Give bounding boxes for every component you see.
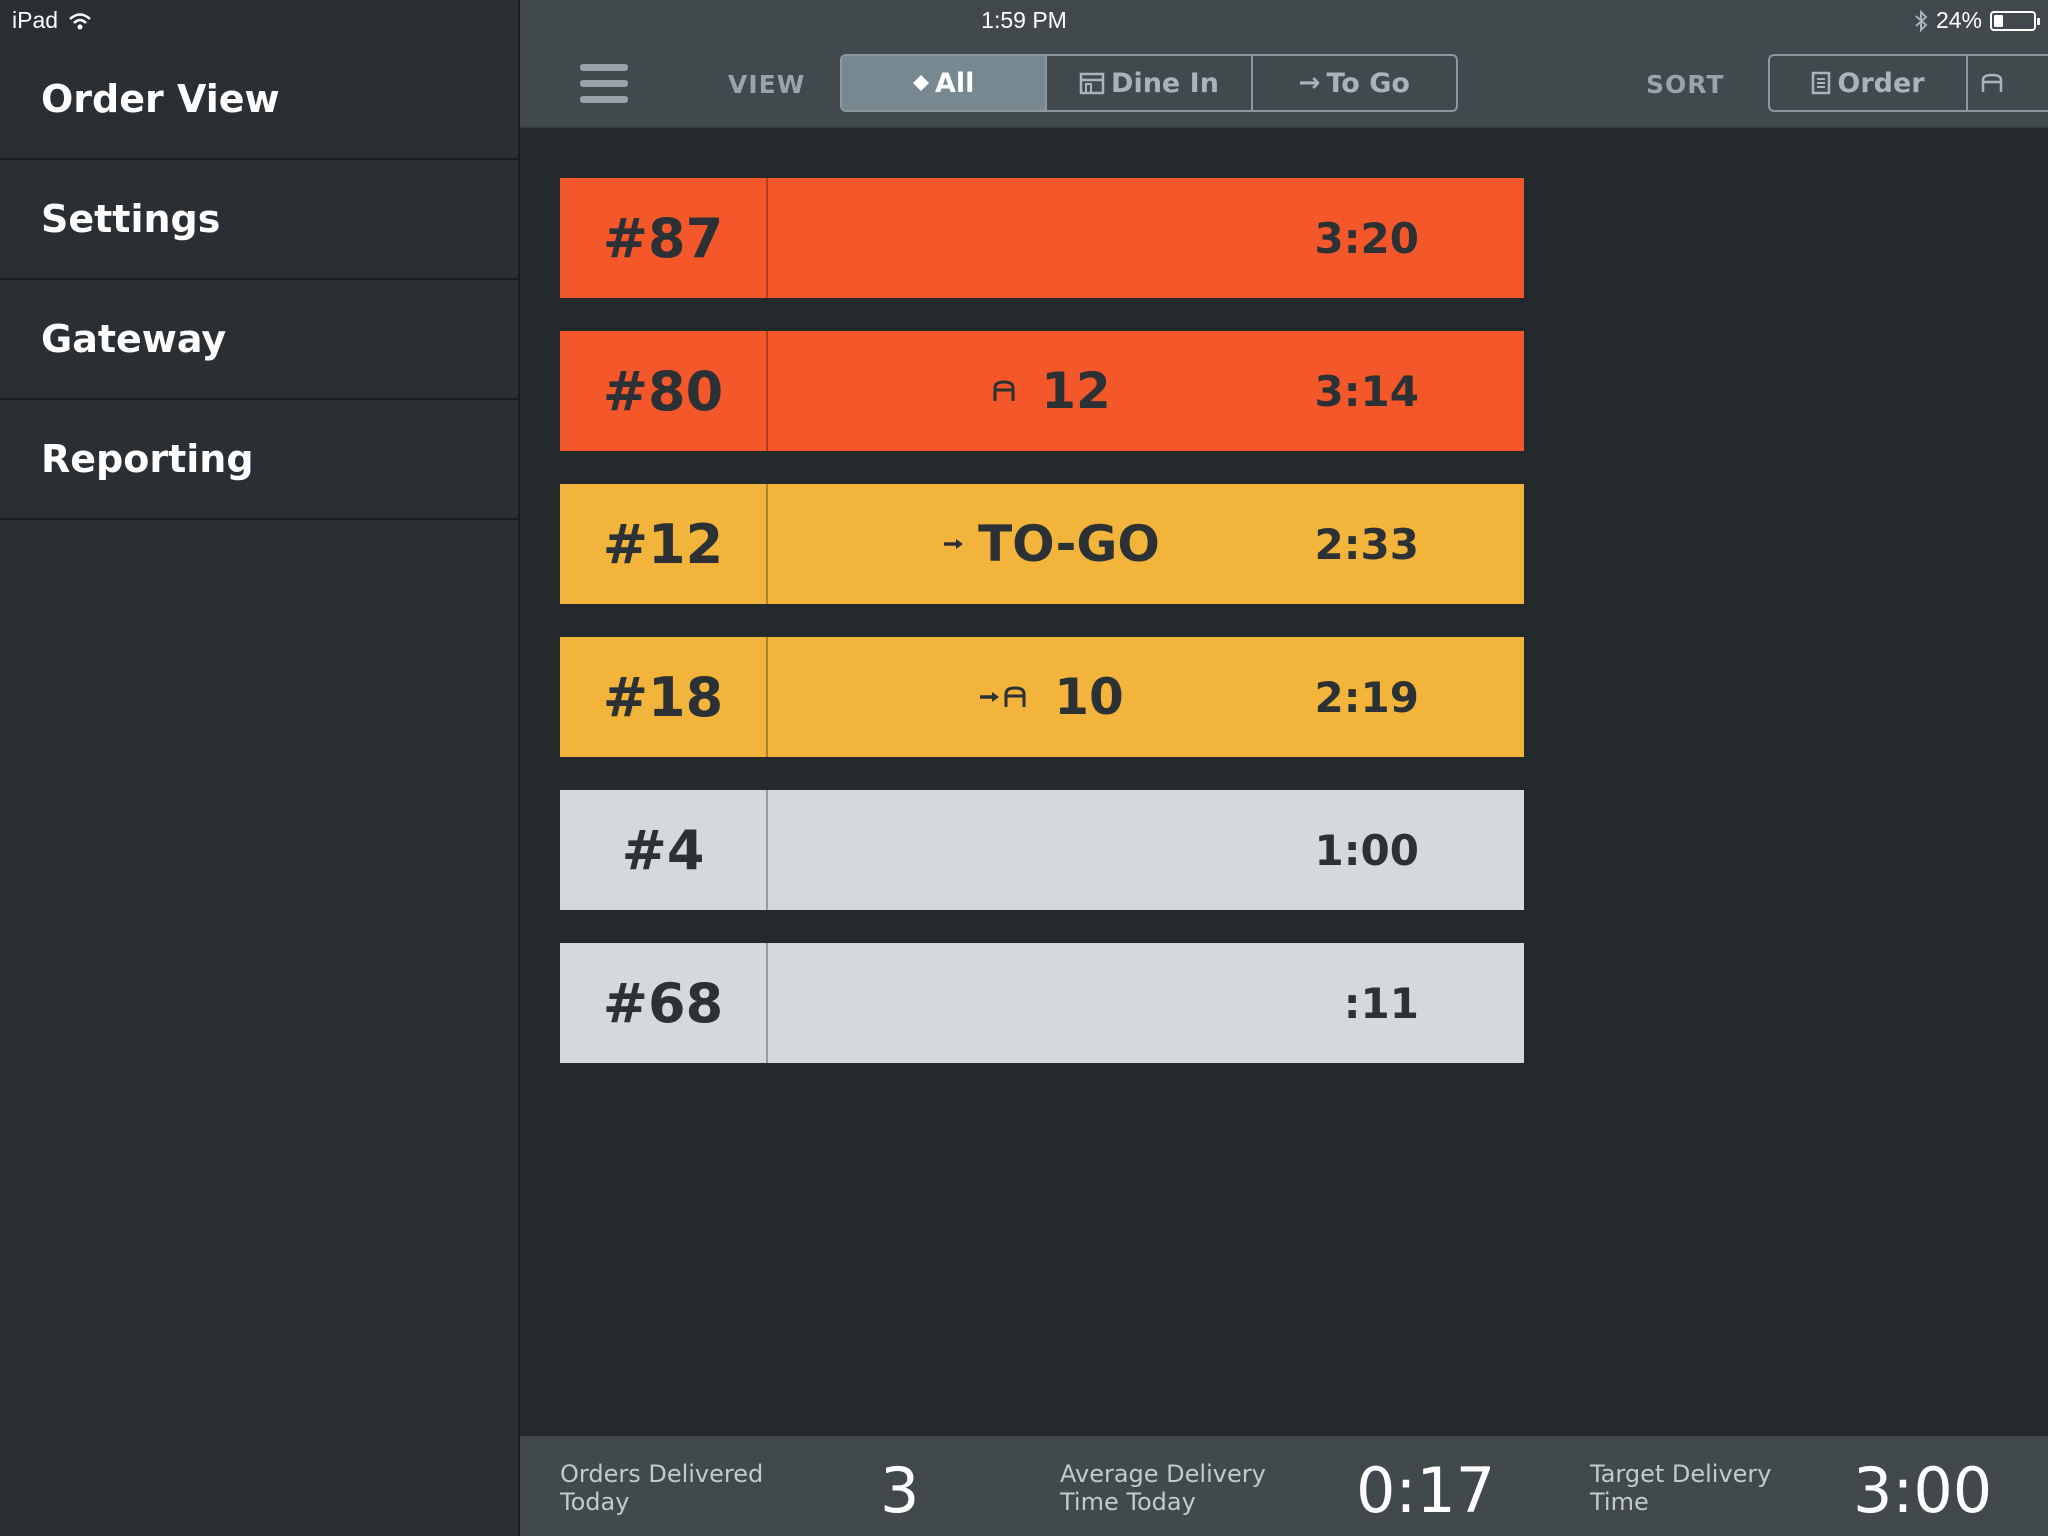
view-to-go-label: To Go: [1326, 67, 1410, 99]
view-dine-in-label: Dine In: [1111, 67, 1219, 99]
order-number: #80: [560, 331, 768, 451]
order-card[interactable]: #18 10 2:19: [560, 637, 1524, 757]
order-card[interactable]: #87 3:20: [560, 178, 1524, 298]
sort-order-label: Order: [1837, 67, 1925, 99]
target-delivery-value: 3:00: [1853, 1454, 1993, 1527]
device-name: iPad: [12, 7, 59, 33]
sidebar-item-reporting[interactable]: Reporting: [0, 400, 518, 520]
order-card[interactable]: #68 :11: [560, 943, 1524, 1063]
order-timer: 1:00: [1314, 825, 1419, 875]
sort-label: SORT: [1646, 70, 1725, 99]
battery-percent: 24%: [1935, 7, 1982, 33]
top-toolbar: VIEW All Dine In → To Go SORT Order: [520, 0, 2048, 128]
order-number: #4: [560, 790, 768, 910]
menu-icon[interactable]: [580, 64, 628, 104]
view-dine-in-button[interactable]: Dine In: [1047, 56, 1253, 110]
view-all-label: All: [934, 67, 975, 99]
arrow-right-icon: →: [1298, 68, 1321, 98]
order-timer: 2:33: [1314, 519, 1419, 569]
order-timer: 3:14: [1314, 366, 1419, 416]
bluetooth-icon: [1914, 9, 1928, 32]
sidebar-menu: Order View Settings Gateway Reporting: [0, 40, 518, 520]
view-to-go-button[interactable]: → To Go: [1253, 56, 1456, 110]
arrow-table-icon: [978, 685, 1030, 709]
table-number: 12: [1041, 362, 1111, 420]
view-all-button[interactable]: All: [842, 56, 1048, 110]
clock: 1:59 PM: [981, 7, 1067, 33]
wifi-icon: [68, 12, 92, 30]
battery-icon: [1990, 10, 2040, 31]
to-go-label: TO-GO: [978, 515, 1160, 573]
avg-delivery-value: 0:17: [1356, 1454, 1496, 1527]
order-card[interactable]: #80 12 3:14: [560, 331, 1524, 451]
order-detail: TO-GO: [768, 484, 1334, 604]
sort-control: Order: [1768, 54, 2048, 112]
order-detail: 12: [768, 331, 1334, 451]
diamond-icon: [912, 75, 929, 91]
order-number: #68: [560, 943, 768, 1063]
view-label: VIEW: [728, 70, 806, 99]
orders-delivered-label: Orders Delivered Today: [560, 1460, 764, 1516]
list-icon: [1811, 71, 1831, 95]
sort-order-button[interactable]: Order: [1770, 56, 1968, 110]
view-filter-control: All Dine In → To Go: [840, 54, 1458, 112]
avg-delivery-label: Average Delivery Time Today: [1060, 1460, 1266, 1516]
sidebar-item-gateway[interactable]: Gateway: [0, 280, 518, 400]
table-number: 10: [1054, 668, 1124, 726]
target-delivery-label: Target Delivery Time: [1590, 1460, 1772, 1516]
table-icon: [1980, 72, 2004, 94]
building-icon: [1079, 71, 1105, 95]
order-timer: :11: [1343, 978, 1419, 1028]
order-number: #12: [560, 484, 768, 604]
order-number: #18: [560, 637, 768, 757]
sidebar: Order View Settings Gateway Reporting: [0, 0, 520, 1536]
order-timer: 2:19: [1314, 672, 1419, 722]
battery-fill: [1994, 14, 2004, 27]
arrow-right-icon: [942, 536, 966, 552]
order-card[interactable]: #4 1:00: [560, 790, 1524, 910]
order-number: #87: [560, 178, 768, 298]
order-card[interactable]: #12 TO-GO 2:33: [560, 484, 1524, 604]
stats-footer: Orders Delivered Today 3 Average Deliver…: [520, 1436, 2048, 1536]
sort-table-button[interactable]: [1968, 56, 2048, 110]
table-icon: [991, 379, 1017, 403]
orders-delivered-value: 3: [880, 1454, 920, 1527]
sidebar-item-settings[interactable]: Settings: [0, 160, 518, 280]
order-timer: 3:20: [1314, 213, 1419, 263]
sidebar-item-order-view[interactable]: Order View: [0, 40, 518, 160]
order-list: #87 3:20 #80 12 3:14 #12 TO-GO 2:33 #18: [560, 178, 1524, 1096]
order-detail: 10: [768, 637, 1334, 757]
status-bar: iPad 1:59 PM 24%: [0, 0, 2048, 40]
